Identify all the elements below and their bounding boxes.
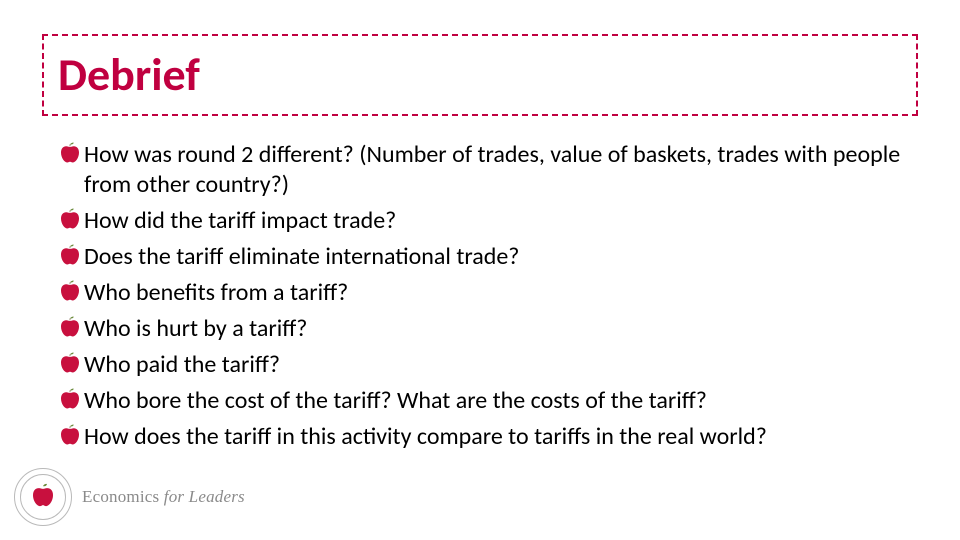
bullet-text: Who bore the cost of the tariff? What ar… (84, 386, 707, 416)
bullet-text: Who benefits from a tariff? (84, 278, 348, 308)
bullet-text: How was round 2 different? (Number of tr… (84, 140, 930, 200)
list-item: How does the tariff in this activity com… (60, 422, 930, 452)
seal-apple-icon (32, 483, 54, 512)
slide: Debrief How was round 2 different? (Numb… (0, 0, 960, 540)
footer: Economics for Leaders (14, 468, 245, 526)
list-item: Who paid the tariff? (60, 350, 930, 380)
list-item: How did the tariff impact trade? (60, 206, 930, 236)
apple-bullet-icon (60, 208, 80, 232)
footer-brand-prefix: Economics (82, 487, 159, 506)
apple-bullet-icon (60, 244, 80, 268)
bullet-text: Who is hurt by a tariff? (84, 314, 307, 344)
footer-brand-suffix: for Leaders (159, 487, 245, 506)
apple-bullet-icon (60, 352, 80, 376)
list-item: Who is hurt by a tariff? (60, 314, 930, 344)
bullet-text: How does the tariff in this activity com… (84, 422, 767, 452)
slide-title: Debrief (58, 52, 200, 98)
bullet-list: How was round 2 different? (Number of tr… (60, 140, 930, 458)
list-item: Who benefits from a tariff? (60, 278, 930, 308)
apple-bullet-icon (60, 388, 80, 412)
title-box: Debrief (42, 34, 918, 116)
apple-bullet-icon (60, 316, 80, 340)
apple-bullet-icon (60, 142, 80, 166)
list-item: Who bore the cost of the tariff? What ar… (60, 386, 930, 416)
list-item: Does the tariff eliminate international … (60, 242, 930, 272)
list-item: How was round 2 different? (Number of tr… (60, 140, 930, 200)
bullet-text: How did the tariff impact trade? (84, 206, 396, 236)
apple-bullet-icon (60, 280, 80, 304)
bullet-text: Does the tariff eliminate international … (84, 242, 519, 272)
bullet-text: Who paid the tariff? (84, 350, 280, 380)
apple-bullet-icon (60, 424, 80, 448)
fte-seal-icon (14, 468, 72, 526)
footer-brand-text: Economics for Leaders (82, 487, 245, 507)
